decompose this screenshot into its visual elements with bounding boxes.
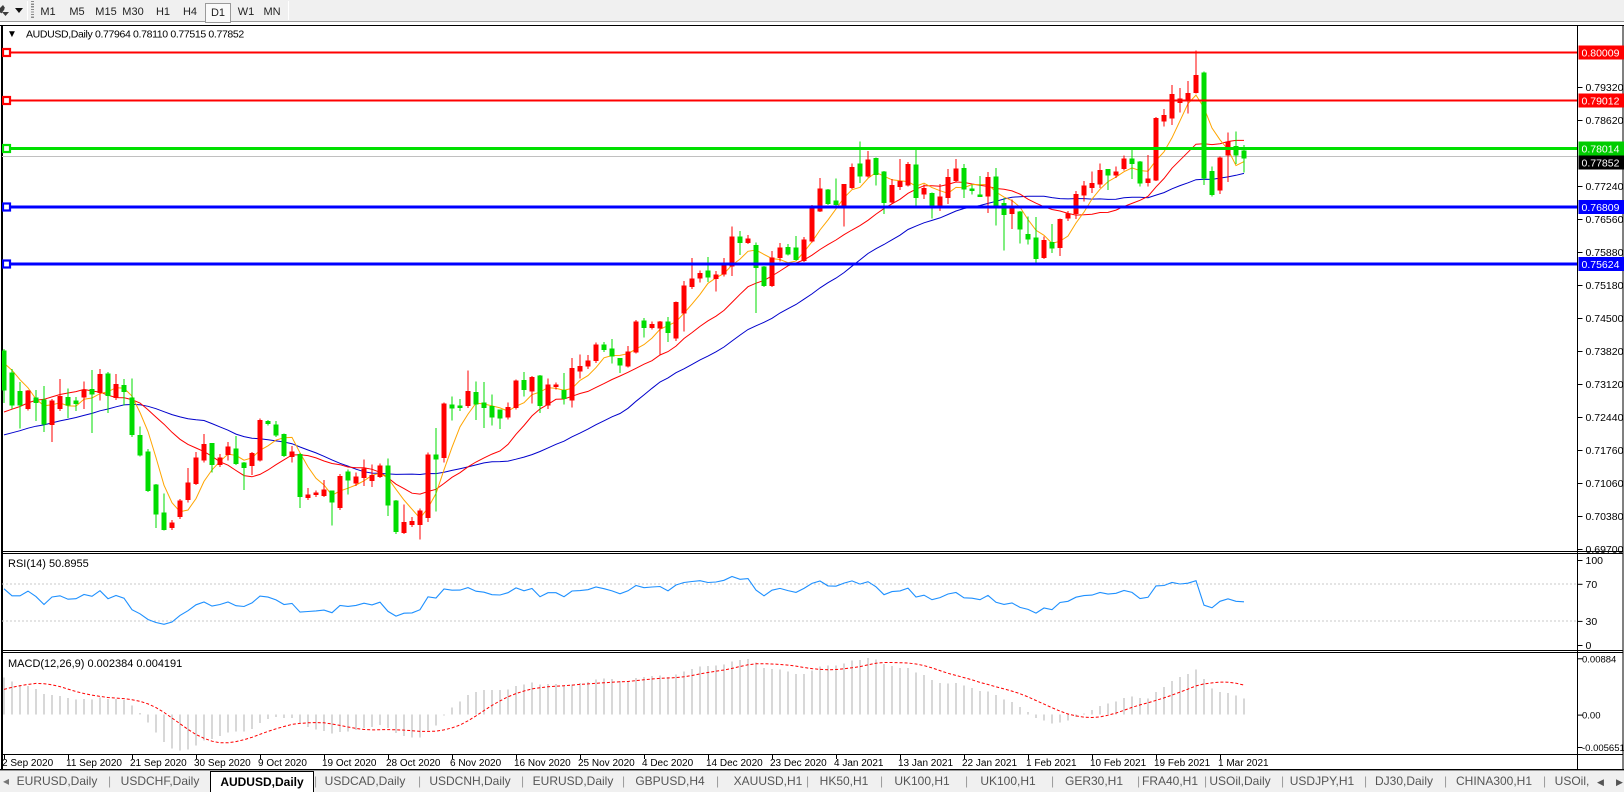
svg-text:0.74500: 0.74500: [1586, 313, 1624, 325]
svg-text:0.80009: 0.80009: [1582, 47, 1620, 59]
svg-text:0.71060: 0.71060: [1586, 478, 1624, 490]
svg-text:10 Feb 2021: 10 Feb 2021: [1090, 758, 1147, 769]
svg-text:0.00: 0.00: [1582, 711, 1601, 722]
svg-text:-0.005651: -0.005651: [1582, 743, 1624, 754]
svg-text:4 Dec 2020: 4 Dec 2020: [642, 758, 694, 769]
svg-text:0.72440: 0.72440: [1586, 412, 1624, 424]
svg-text:6 Nov 2020: 6 Nov 2020: [450, 758, 502, 769]
svg-text:▼: ▼: [7, 29, 17, 40]
svg-text:0.75880: 0.75880: [1586, 247, 1624, 259]
svg-text:2 Sep 2020: 2 Sep 2020: [2, 758, 54, 769]
svg-text:0.78014: 0.78014: [1582, 143, 1620, 155]
svg-text:0.77852: 0.77852: [1582, 157, 1620, 169]
svg-text:14 Dec 2020: 14 Dec 2020: [706, 758, 763, 769]
svg-text:21 Sep 2020: 21 Sep 2020: [130, 758, 187, 769]
svg-text:0.70380: 0.70380: [1586, 511, 1624, 523]
svg-text:1 Mar 2021: 1 Mar 2021: [1218, 758, 1269, 769]
svg-text:0.75624: 0.75624: [1582, 259, 1620, 271]
svg-text:11 Sep 2020: 11 Sep 2020: [66, 758, 122, 769]
svg-text:100: 100: [1586, 555, 1604, 567]
svg-text:25 Nov 2020: 25 Nov 2020: [578, 758, 635, 769]
svg-text:0.78620: 0.78620: [1586, 115, 1624, 127]
svg-text:AUDUSD,Daily 0.77964 0.78110: AUDUSD,Daily 0.77964 0.78110 0.77515 0.7…: [26, 29, 244, 41]
svg-text:0.00884: 0.00884: [1582, 654, 1616, 665]
svg-text:0.76809: 0.76809: [1582, 202, 1620, 214]
svg-text:MACD(12,26,9) 0.002384 0.00419: MACD(12,26,9) 0.002384 0.004191: [8, 658, 182, 670]
svg-text:0.76560: 0.76560: [1586, 214, 1624, 226]
svg-text:28 Oct 2020: 28 Oct 2020: [386, 758, 441, 769]
svg-text:19 Feb 2021: 19 Feb 2021: [1154, 758, 1211, 769]
svg-text:16 Nov 2020: 16 Nov 2020: [514, 758, 571, 769]
svg-text:0.79012: 0.79012: [1582, 95, 1620, 107]
svg-text:0.77240: 0.77240: [1586, 181, 1624, 193]
svg-text:0.79320: 0.79320: [1586, 82, 1624, 94]
svg-text:0.73120: 0.73120: [1586, 379, 1624, 391]
svg-text:30: 30: [1586, 616, 1598, 628]
svg-text:0.71760: 0.71760: [1586, 445, 1624, 457]
svg-text:1 Feb 2021: 1 Feb 2021: [1026, 758, 1077, 769]
svg-text:4 Jan 2021: 4 Jan 2021: [834, 758, 884, 769]
svg-text:RSI(14) 50.8955: RSI(14) 50.8955: [8, 558, 89, 570]
svg-text:13 Jan 2021: 13 Jan 2021: [898, 758, 953, 769]
svg-text:30 Sep 2020: 30 Sep 2020: [194, 758, 251, 769]
svg-text:0.69700: 0.69700: [1586, 544, 1624, 556]
svg-text:0.73820: 0.73820: [1586, 346, 1624, 358]
svg-text:70: 70: [1586, 579, 1598, 591]
svg-text:9 Oct 2020: 9 Oct 2020: [258, 758, 307, 769]
svg-text:0.75180: 0.75180: [1586, 280, 1624, 292]
svg-text:19 Oct 2020: 19 Oct 2020: [322, 758, 377, 769]
svg-text:23 Dec 2020: 23 Dec 2020: [770, 758, 827, 769]
svg-text:22 Jan 2021: 22 Jan 2021: [962, 758, 1017, 769]
svg-text:0: 0: [1586, 640, 1592, 652]
